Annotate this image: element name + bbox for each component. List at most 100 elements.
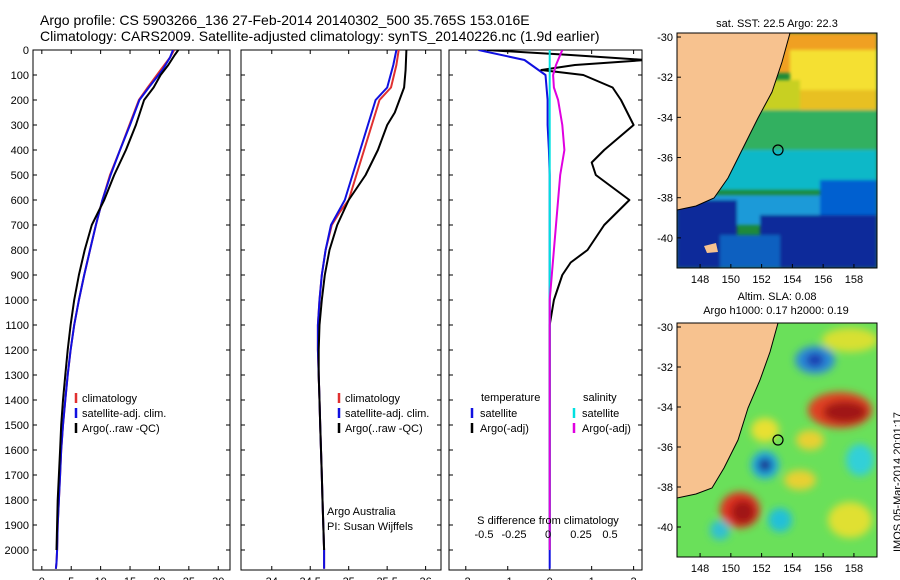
x-tick-label: 15: [124, 576, 136, 580]
x-tick-label: 2: [631, 576, 637, 580]
y-tick-label: 900: [11, 270, 29, 282]
series-line: [317, 50, 408, 551]
s-tick-label: 0.5: [602, 529, 617, 541]
y-tick-label: 100: [11, 70, 29, 82]
legend-t-satellite: satellite: [480, 408, 517, 420]
map-y-tick-label: -38: [657, 193, 673, 205]
sla-argo-marker: [772, 434, 784, 446]
argo-australia-label: Argo Australia: [327, 506, 396, 518]
map-x-tick-label: 158: [845, 563, 863, 575]
panelD-frame: [448, 49, 643, 571]
map-y-tick-label: -32: [657, 72, 673, 84]
map-x-tick-label: 156: [814, 563, 832, 575]
x-tick-label: -1: [503, 576, 513, 580]
x-tick-label: 25: [183, 576, 195, 580]
y-tick-label: 1100: [5, 320, 29, 332]
sla-map-subtitle: Argo h1000: 0.17 h2000: 0.19: [703, 305, 849, 317]
pi-label: PI: Susan Wijffels: [327, 521, 413, 533]
sst-map: sat. SST: 22.5 Argo: 22.3 148 150 152 154 1: [657, 18, 878, 286]
sst-argo-marker: [772, 144, 784, 156]
figure-title-line1: Argo profile: CS 5903266_136 27-Feb-2014…: [40, 12, 530, 28]
legend-label: Argo(..raw -QC): [345, 423, 423, 435]
map-x-tick-label: 148: [691, 563, 709, 575]
map-x-tick-label: 154: [783, 274, 801, 286]
map-y-tick-label: -38: [657, 482, 673, 494]
x-tick-label: 0: [547, 576, 553, 580]
y-tick-label: 1700: [5, 470, 29, 482]
y-tick-label: 300: [11, 120, 29, 132]
y-tick-label: 200: [11, 95, 29, 107]
difference-panel: -2-1012T difference from climatologytemp…: [448, 49, 643, 580]
map-x-tick-label: 154: [783, 563, 801, 575]
y-tick-label: 1000: [5, 295, 29, 307]
map-x-tick-label: 152: [752, 274, 770, 286]
panelS-frame: [240, 49, 442, 571]
x-tick-label: 10: [95, 576, 107, 580]
map-x-tick-label: 148: [691, 274, 709, 286]
x-tick-label: 30: [212, 576, 224, 580]
map-y-tick-label: -34: [657, 402, 673, 414]
y-tick-label: 500: [11, 170, 29, 182]
y-tick-label: 700: [11, 220, 29, 232]
legend-s-argo: Argo(-adj): [582, 423, 631, 435]
x-tick-label: 1: [589, 576, 595, 580]
s-tick-label: -0.5: [475, 529, 494, 541]
series-line: [548, 50, 566, 550]
x-tick-label: 5: [68, 576, 74, 580]
sla-map: Altim. SLA: 0.08 Argo h1000: 0.17 h2000:…: [657, 291, 878, 575]
legend-t-argo: Argo(-adj): [480, 423, 529, 435]
legend-label: climatology: [82, 393, 138, 405]
map-y-tick-label: -40: [657, 233, 673, 245]
y-tick-label: 800: [11, 245, 29, 257]
map-y-tick-label: -30: [657, 32, 673, 44]
panelT-frame: [32, 49, 231, 571]
map-y-tick-label: -36: [657, 153, 673, 165]
s-tick-label: 0: [545, 529, 551, 541]
x-tick-label: 34: [266, 576, 278, 580]
y-tick-label: 600: [11, 195, 29, 207]
x-tick-label: 35.5: [376, 576, 397, 580]
map-y-tick-label: -36: [657, 442, 673, 454]
map-x-tick-label: 150: [722, 563, 740, 575]
sla-map-title: Altim. SLA: 0.08: [738, 291, 817, 303]
s-axis-label: S difference from climatology: [477, 515, 619, 527]
y-tick-label: 1500: [5, 420, 29, 432]
series-group: [54, 50, 180, 569]
series-group: [316, 50, 408, 569]
series-line: [54, 50, 174, 569]
sla-land: [677, 323, 778, 498]
legend-label: satellite-adj. clim.: [82, 408, 166, 420]
legend-s-satellite: satellite: [582, 408, 619, 420]
x-tick-label: 35: [343, 576, 355, 580]
series-group: [478, 50, 642, 569]
map-y-tick-label: -30: [657, 322, 673, 334]
x-tick-label: -2: [461, 576, 471, 580]
legend-label: satellite-adj. clim.: [345, 408, 429, 420]
legend-heading-temperature: temperature: [481, 392, 540, 404]
y-tick-label: 1600: [5, 445, 29, 457]
y-tick-label: 1200: [5, 345, 29, 357]
map-x-tick-label: 152: [752, 563, 770, 575]
map-x-tick-label: 156: [814, 274, 832, 286]
y-tick-label: 1300: [5, 370, 29, 382]
legend-label: climatology: [345, 393, 401, 405]
map-y-tick-label: -34: [657, 112, 673, 124]
figure-title-line2: Climatology: CARS2009. Satellite-adjuste…: [40, 28, 600, 44]
sst-land: [677, 33, 790, 210]
salinity-panel: 3434.53535.536salinityclimatologysatelli…: [240, 49, 442, 580]
x-tick-label: 34.5: [300, 576, 321, 580]
legend-label: Argo(..raw -QC): [82, 423, 160, 435]
map-y-tick-label: -40: [657, 522, 673, 534]
y-tick-label: 400: [11, 145, 29, 157]
y-tick-label: 1900: [5, 520, 29, 532]
x-tick-label: 0: [39, 576, 45, 580]
x-tick-label: 36: [419, 576, 431, 580]
map-x-tick-label: 150: [722, 274, 740, 286]
map-x-tick-label: 158: [845, 274, 863, 286]
y-tick-label: 1400: [5, 395, 29, 407]
s-tick-label: 0.25: [570, 529, 591, 541]
y-tick-label: 0: [23, 45, 29, 57]
imos-stamp: IMOS 05-Mar-2014 20:01:17: [892, 411, 900, 552]
temperature-panel: 0100200300400500600700800900100011001200…: [5, 45, 231, 580]
